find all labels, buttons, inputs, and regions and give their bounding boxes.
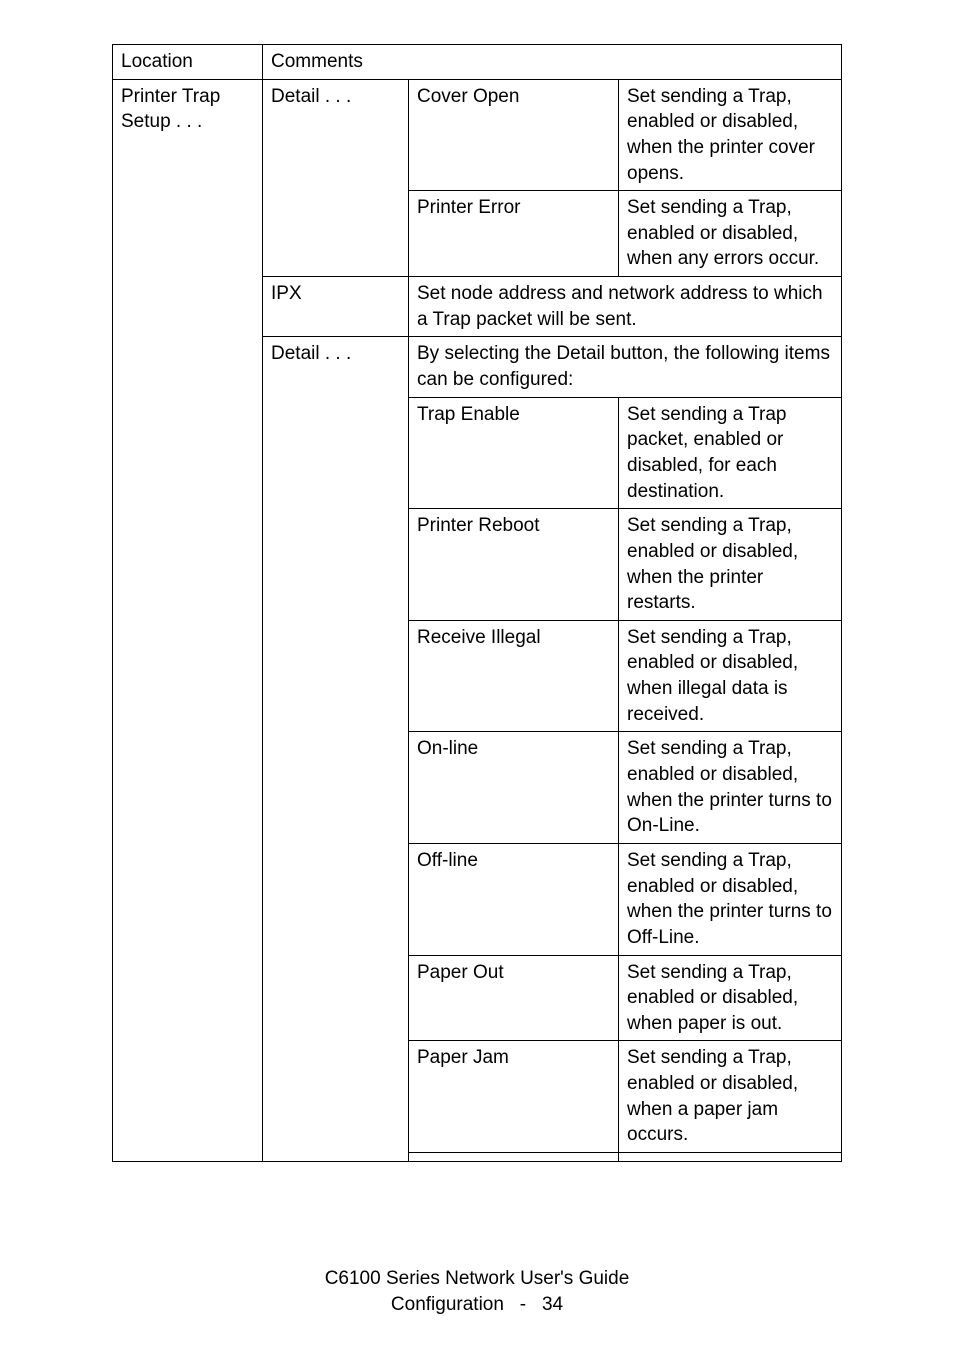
setting-name: Receive Illegal (409, 620, 619, 732)
detail-label: Detail . . . (263, 337, 409, 1162)
setting-desc: Set sending a Trap, enabled or disabled,… (619, 191, 842, 277)
setting-name: Paper Jam (409, 1041, 619, 1153)
ipx-label: IPX (263, 277, 409, 337)
setting-desc: Set sending a Trap, enabled or disabled,… (619, 955, 842, 1041)
setting-desc (619, 1152, 842, 1161)
setting-name: Paper Out (409, 955, 619, 1041)
setting-name: Trap Enable (409, 397, 619, 509)
table-row: Printer Trap Setup . . . Detail . . . Co… (113, 79, 842, 191)
setting-name: Printer Reboot (409, 509, 619, 621)
detail-label: Detail . . . (263, 79, 409, 276)
ipx-desc: Set node address and network address to … (409, 277, 842, 337)
setting-name: Printer Error (409, 191, 619, 277)
header-comments: Comments (263, 45, 842, 80)
setting-desc: Set sending a Trap, enabled or disabled,… (619, 620, 842, 732)
setting-desc: Set sending a Trap, enabled or disabled,… (619, 1041, 842, 1153)
setting-name (409, 1152, 619, 1161)
footer-sep: - (520, 1294, 526, 1315)
setting-name: Off-line (409, 843, 619, 955)
setting-desc: Set sending a Trap, enabled or disabled,… (619, 732, 842, 844)
footer-pageinfo: Configuration - 34 (0, 1292, 954, 1319)
setting-desc: Set sending a Trap, enabled or disabled,… (619, 509, 842, 621)
setting-desc: Set sending a Trap, enabled or disabled,… (619, 79, 842, 191)
setting-desc: Set sending a Trap packet, enabled or di… (619, 397, 842, 509)
config-table: Location Comments Printer Trap Setup . .… (112, 44, 842, 1162)
setting-desc: Set sending a Trap, enabled or disabled,… (619, 843, 842, 955)
footer-title: C6100 Series Network User's Guide (0, 1266, 954, 1293)
detail-intro: By selecting the Detail button, the foll… (409, 337, 842, 397)
header-location: Location (113, 45, 263, 80)
setting-name: On-line (409, 732, 619, 844)
page-footer: C6100 Series Network User's Guide Config… (0, 1266, 954, 1319)
setting-name: Cover Open (409, 79, 619, 191)
footer-page-number: 34 (542, 1294, 563, 1315)
table-header-row: Location Comments (113, 45, 842, 80)
footer-section: Configuration (391, 1294, 504, 1315)
page: Location Comments Printer Trap Setup . .… (0, 0, 954, 1363)
location-cell: Printer Trap Setup . . . (113, 79, 263, 1161)
